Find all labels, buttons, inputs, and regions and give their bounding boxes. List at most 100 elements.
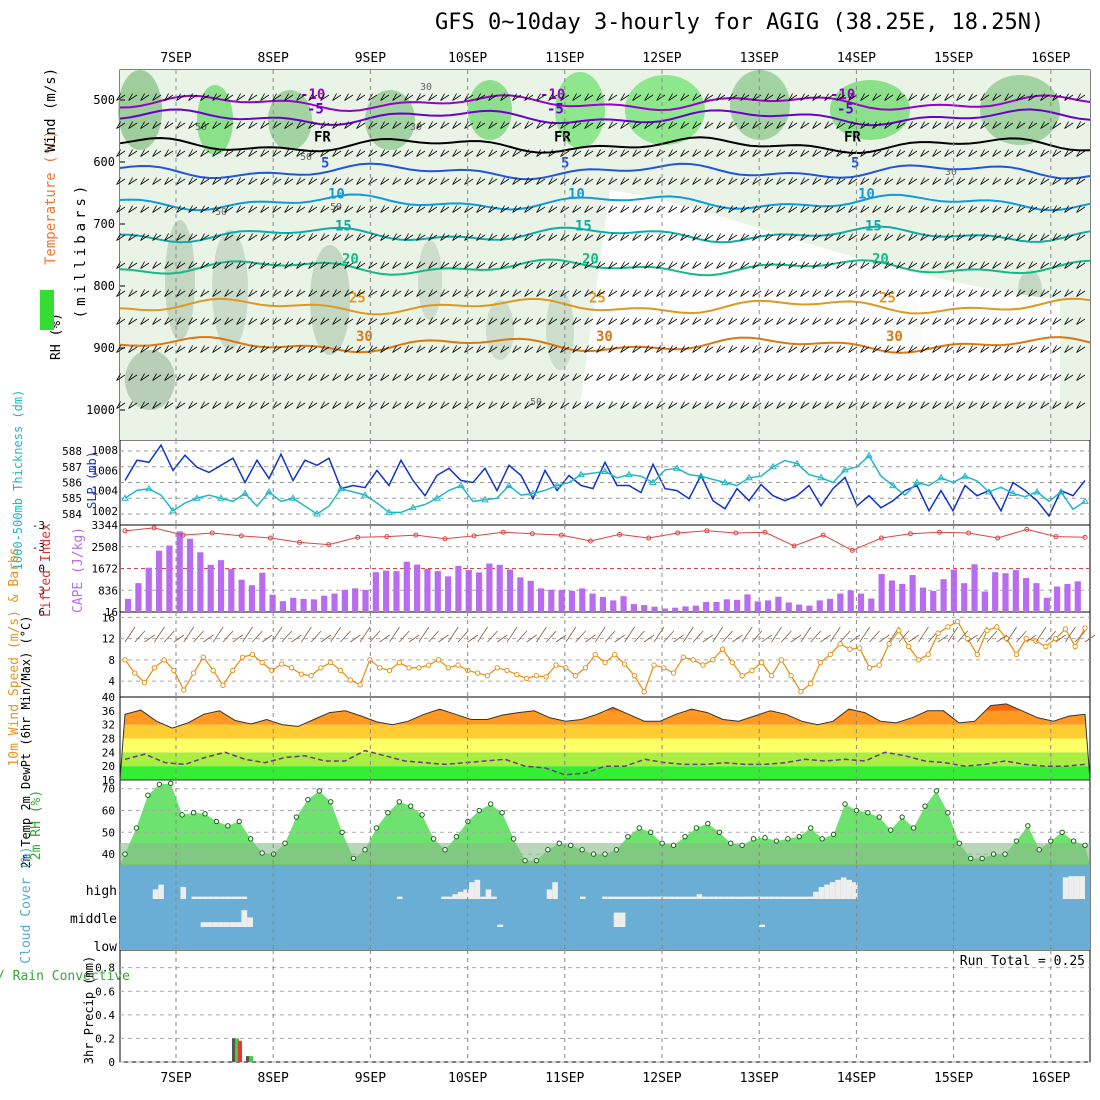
wind-barb bbox=[829, 626, 841, 643]
wind-barb bbox=[356, 150, 366, 157]
temperature-contour bbox=[119, 297, 1091, 316]
rh-shade bbox=[486, 300, 514, 360]
wind-barb bbox=[224, 206, 234, 213]
wind-barb-flag bbox=[776, 345, 781, 353]
wind-barb bbox=[956, 346, 966, 353]
wind-barb bbox=[673, 634, 684, 643]
wind-barb bbox=[1064, 122, 1074, 129]
cape-bar bbox=[207, 564, 214, 612]
wind-barb bbox=[740, 318, 750, 325]
wind-barb bbox=[1076, 150, 1086, 157]
wind-barb bbox=[176, 178, 186, 185]
wind-barb-flag bbox=[344, 261, 349, 269]
wind-barb-flag bbox=[284, 205, 289, 213]
wind-barb bbox=[488, 150, 498, 157]
wind-speed-point bbox=[798, 688, 804, 695]
wind-barb bbox=[944, 206, 954, 213]
wind-barb bbox=[152, 318, 162, 325]
wind-barb bbox=[908, 150, 918, 157]
wind-barb bbox=[788, 178, 798, 185]
cloud-cell bbox=[208, 896, 214, 899]
wind-barb-flag bbox=[764, 317, 769, 325]
rh-point bbox=[373, 825, 380, 831]
cloud-cell bbox=[229, 922, 236, 927]
cape-bar bbox=[341, 589, 348, 612]
wind-barb bbox=[416, 206, 426, 213]
wind-barb-flag bbox=[836, 233, 841, 241]
wind-speed-point bbox=[328, 659, 334, 666]
wind-barb bbox=[918, 626, 929, 643]
wind-barb bbox=[272, 94, 282, 101]
wind-barb-flag bbox=[728, 289, 733, 297]
wind-barb bbox=[632, 234, 642, 241]
wind-barb-flag bbox=[1016, 93, 1021, 101]
wind-barb-flag bbox=[1040, 177, 1045, 185]
wind-barb bbox=[812, 178, 822, 185]
wind-barb bbox=[332, 122, 342, 129]
wind-barb bbox=[188, 150, 198, 157]
wind-barb-flag bbox=[908, 373, 913, 381]
wind-barb-flag bbox=[524, 345, 529, 353]
wind-barb-flag bbox=[296, 373, 301, 381]
wind-barb bbox=[308, 94, 318, 101]
wind-barb bbox=[752, 346, 762, 353]
wind-barb bbox=[500, 290, 510, 297]
date-label-top: 13SEP bbox=[740, 51, 779, 66]
wind-barb bbox=[608, 150, 618, 157]
wind-barb-flag bbox=[668, 177, 673, 185]
wind-barb bbox=[788, 234, 798, 241]
wind-barb bbox=[536, 374, 546, 381]
wind-barb bbox=[920, 122, 930, 129]
wind-barb bbox=[379, 634, 390, 643]
cape-bar bbox=[661, 608, 668, 612]
wind-barb-flag bbox=[668, 205, 673, 213]
wind-barb bbox=[320, 206, 330, 213]
wind-barb bbox=[176, 262, 186, 269]
wind-barb-flag bbox=[548, 289, 553, 297]
wind-barb bbox=[248, 374, 258, 381]
wind-barb-flag bbox=[596, 401, 601, 409]
wind-speed-point bbox=[396, 659, 402, 666]
wind-barb-flag bbox=[656, 177, 661, 185]
wind-barb bbox=[956, 94, 966, 101]
cape-bar bbox=[857, 593, 865, 612]
wind-barb-flag bbox=[920, 373, 925, 381]
wind-barb bbox=[344, 318, 354, 325]
wind-barb bbox=[140, 122, 150, 129]
rh-point bbox=[785, 836, 791, 842]
wind-barb-flag bbox=[896, 205, 901, 213]
wind-barb-flag bbox=[776, 233, 781, 241]
wind-barb-flag bbox=[560, 205, 565, 213]
wind-barb bbox=[512, 122, 522, 129]
wind-barb bbox=[980, 178, 990, 185]
wind-barb-flag bbox=[944, 121, 949, 129]
wind-barb bbox=[800, 374, 810, 381]
cape-bar bbox=[610, 600, 617, 612]
wind-barb bbox=[1052, 262, 1062, 269]
wind-barb bbox=[116, 150, 126, 157]
wind-barb bbox=[497, 634, 508, 643]
wind-barb bbox=[222, 630, 234, 643]
wind-tick-label: 4 bbox=[108, 675, 115, 688]
wind-barb-flag bbox=[812, 177, 817, 185]
cape-bar bbox=[703, 601, 710, 612]
wind-barb-flag bbox=[632, 373, 637, 381]
rh-point bbox=[556, 840, 562, 846]
cape-bar bbox=[930, 590, 937, 612]
wind-barb bbox=[932, 402, 942, 409]
cape-bar bbox=[155, 550, 163, 612]
wind-label: Wind (m/s) bbox=[43, 68, 59, 152]
wind-barb bbox=[212, 234, 222, 241]
wind-barb-flag bbox=[620, 205, 625, 213]
wind-barb bbox=[1052, 346, 1062, 353]
wind-barb-flag bbox=[524, 317, 529, 325]
wind-barb bbox=[128, 346, 138, 353]
wind-barb-flag bbox=[164, 261, 169, 269]
wind-barb-flag bbox=[644, 261, 649, 269]
wind-barb bbox=[820, 634, 831, 643]
cape-bar bbox=[919, 587, 927, 612]
wind-speed-point bbox=[455, 662, 461, 668]
wind-barb bbox=[308, 150, 318, 157]
wind-speed-point bbox=[151, 665, 158, 671]
